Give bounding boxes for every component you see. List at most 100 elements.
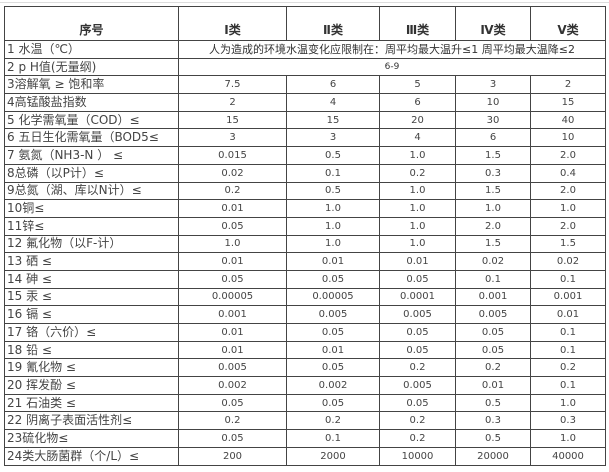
cell-class-3: 0.2 (379, 429, 456, 448)
cell-class-1: 0.01 (178, 252, 287, 271)
cell-class-2: 0.1 (286, 163, 380, 183)
cell-class-1: 15 (178, 110, 287, 130)
cell-class-2: 0.002 (286, 376, 380, 395)
cell-class-5: 0.2 (530, 358, 606, 378)
row-label: 4高锰酸盐指数 (4, 93, 179, 112)
cell-class-3: 1.0 (379, 216, 456, 236)
cell-class-3: 5 (379, 75, 456, 95)
cell-class-4: 0.2 (455, 358, 531, 378)
cell-class-5: 2 (530, 75, 606, 95)
cell-class-4: 10 (455, 93, 531, 112)
row-label: 19 氰化物 ≤ (4, 358, 179, 378)
row-label: 10铜≤ (4, 199, 179, 218)
cell-class-2: 0.00005 (286, 287, 380, 307)
cell-class-4: 0.02 (455, 252, 531, 271)
header-index: 序号 (4, 6, 179, 41)
cell-class-2: 0.1 (286, 429, 380, 448)
cell-class-2: 0.05 (286, 393, 380, 413)
row-label: 21 石油类 ≤ (4, 393, 179, 413)
cell-class-4: 0.001 (455, 287, 531, 307)
cell-class-2: 15 (286, 110, 380, 130)
cell-class-5: 1.0 (530, 393, 606, 413)
cell-class-2: 0.5 (286, 146, 380, 165)
cell-class-1: 0.05 (178, 216, 287, 236)
table-row: 22 阴离子表面活性剂≤ 0.2 0.2 0.2 0.3 0.3 (4, 411, 606, 431)
cell-class-5: 15 (530, 93, 606, 112)
cell-class-1: 0.001 (178, 305, 287, 324)
cell-class-3: 0.05 (379, 323, 456, 342)
cell-class-2: 0.005 (286, 305, 380, 324)
cell-class-5: 1.0 (530, 199, 606, 218)
cell-class-4: 0.01 (455, 376, 531, 395)
cell-class-2: 0.05 (286, 269, 380, 289)
cell-class-3: 0.005 (379, 305, 456, 324)
cell-class-5: 2.0 (530, 181, 606, 201)
cell-class-4: 1.5 (455, 181, 531, 201)
cell-class-1: 1.0 (178, 234, 287, 254)
row-label: 13 硒 ≤ (4, 252, 179, 271)
cell-class-3: 0.01 (379, 252, 456, 271)
cell-class-5: 0.01 (530, 305, 606, 324)
cell-class-4: 3 (455, 75, 531, 95)
cell-class-3: 10000 (379, 446, 456, 466)
cell-class-2: 1.0 (286, 216, 380, 236)
table-row: 8总磷（以P计）≤ 0.02 0.1 0.2 0.3 0.4 (4, 163, 606, 183)
row-label: 15 汞 ≤ (4, 287, 179, 307)
table-row: 2 p H值(无量纲) 6-9 (4, 57, 606, 77)
cell-class-3: 0.0001 (379, 287, 456, 307)
row-label: 23硫化物≤ (4, 429, 179, 448)
header-class-4: Ⅳ类 (455, 6, 531, 41)
cell-class-3: 6 (379, 93, 456, 112)
cell-class-5: 0.001 (530, 287, 606, 307)
cell-class-2: 6 (286, 75, 380, 95)
cell-class-4: 30 (455, 110, 531, 130)
cell-class-4: 0.5 (455, 393, 531, 413)
cell-class-2: 0.01 (286, 252, 380, 271)
table-row: 19 氰化物 ≤0.005 0.05 0.2 0.2 0.2 (4, 358, 606, 378)
header-class-1: Ⅰ类 (178, 6, 287, 41)
cell-class-4: 1.5 (455, 234, 531, 254)
header-class-5: Ⅴ类 (530, 6, 606, 41)
row-label: 22 阴离子表面活性剂≤ (4, 411, 179, 431)
cell-class-5: 1.0 (530, 429, 606, 448)
cell-class-5: 1.5 (530, 234, 606, 254)
row-label: 16 镉 ≤ (4, 305, 179, 324)
table-row: 1 水温（℃） 人为造成的环境水温变化应限制在：周平均最大温升≤1 周平均最大温降… (4, 40, 606, 59)
cell-class-3: 0.2 (379, 163, 456, 183)
cell-class-1: 0.05 (178, 269, 287, 289)
cell-class-1: 0.02 (178, 163, 287, 183)
row-label: 2 p H值(无量纲) (4, 57, 179, 77)
cell-class-4: 0.005 (455, 305, 531, 324)
cell-class-2: 3 (286, 128, 380, 148)
cell-class-3: 1.0 (379, 199, 456, 218)
cell-class-4: 1.0 (455, 199, 531, 218)
cell-class-5: 2.0 (530, 216, 606, 236)
cell-class-1: 0.01 (178, 323, 287, 342)
cell-class-4: 0.1 (455, 269, 531, 289)
table-row: 4高锰酸盐指数 2 4 6 10 15 (4, 93, 606, 112)
row-label: 11锌≤ (4, 216, 179, 236)
cell-class-1: 0.005 (178, 358, 287, 378)
cell-class-4: 1.5 (455, 146, 531, 165)
cell-class-4: 20000 (455, 446, 531, 466)
table-row: 9总氮（湖、库以N计）≤ 0.2 0.5 1.0 1.5 2.0 (4, 181, 606, 201)
cell-class-1: 0.05 (178, 393, 287, 413)
table-row: 11锌≤ 0.05 1.0 1.0 2.0 2.0 (4, 216, 606, 236)
row-merged-value: 6-9 (178, 57, 606, 77)
cell-class-2: 0.5 (286, 181, 380, 201)
row-label: 12 氟化物（以F-计） (4, 234, 179, 254)
table-row: 3溶解氧 ≥ 饱和率 7.5 6 5 3 2 (4, 75, 606, 95)
cell-class-1: 0.01 (178, 199, 287, 218)
cell-class-5: 0.1 (530, 323, 606, 342)
cell-class-1: 0.002 (178, 376, 287, 395)
table-row: 6 五日生化需氧量（BOD5≤ 3 3 4 6 10 (4, 128, 606, 148)
cell-class-2: 0.05 (286, 323, 380, 342)
cell-class-5: 0.02 (530, 252, 606, 271)
cell-class-5: 40000 (530, 446, 606, 466)
row-label: 24类大肠菌群（个/L）≤ (4, 446, 179, 466)
cell-class-3: 0.2 (379, 358, 456, 378)
row-label: 17 铬（六价）≤ (4, 323, 179, 342)
row-label: 6 五日生化需氧量（BOD5≤ (4, 128, 179, 148)
row-label: 5 化学需氧量（COD）≤ (4, 110, 179, 130)
cell-class-1: 3 (178, 128, 287, 148)
